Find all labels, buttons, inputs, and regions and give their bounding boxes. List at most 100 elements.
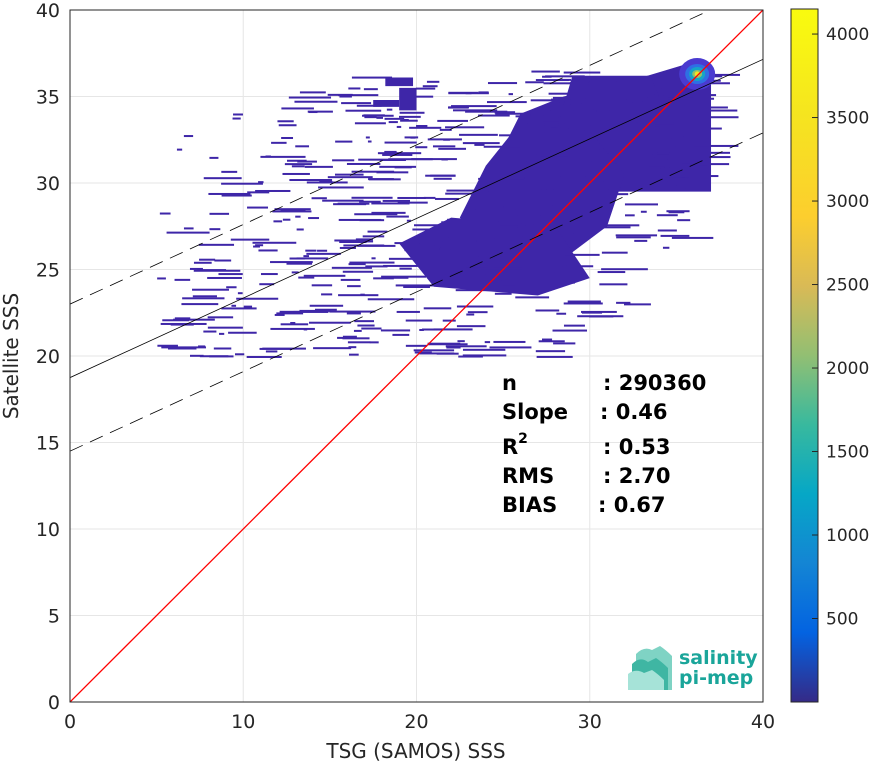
density-streak bbox=[676, 183, 694, 186]
density-streak bbox=[209, 212, 230, 215]
density-streak bbox=[348, 263, 366, 266]
density-streak bbox=[207, 276, 242, 279]
density-streak bbox=[605, 224, 640, 227]
y-tick-label: 0 bbox=[48, 692, 60, 714]
density-streak bbox=[342, 335, 357, 338]
density-streak bbox=[207, 326, 243, 329]
density-streak bbox=[572, 93, 599, 96]
density-streak bbox=[512, 151, 550, 154]
density-streak bbox=[657, 229, 677, 232]
density-streak bbox=[668, 97, 715, 100]
density-streak bbox=[183, 135, 194, 138]
density-streak bbox=[478, 177, 524, 180]
density-streak bbox=[698, 116, 739, 119]
density-streak bbox=[634, 239, 648, 242]
density-streak bbox=[409, 126, 442, 129]
density-streak bbox=[384, 141, 417, 144]
density-streak bbox=[530, 99, 571, 102]
density-streak bbox=[364, 116, 377, 119]
density-streak bbox=[341, 102, 372, 105]
density-streak bbox=[637, 122, 674, 125]
wave-icon bbox=[628, 646, 672, 690]
density-streak bbox=[650, 105, 685, 108]
density-streak bbox=[228, 331, 257, 334]
density-streak bbox=[476, 280, 502, 283]
stat-label-n: n bbox=[502, 371, 517, 395]
density-streak bbox=[296, 228, 304, 231]
density-streak bbox=[439, 128, 452, 131]
density-streak bbox=[534, 144, 576, 147]
density-streak bbox=[381, 275, 426, 278]
density-streak bbox=[367, 298, 415, 301]
density-streak bbox=[354, 122, 386, 125]
density-streak bbox=[488, 283, 515, 286]
density-streak bbox=[430, 174, 456, 177]
density-streak bbox=[432, 145, 456, 148]
colorbar-tick-label: 3500 bbox=[826, 109, 869, 129]
density-streak bbox=[589, 315, 614, 318]
density-streak bbox=[556, 312, 567, 315]
density-streak bbox=[654, 157, 660, 160]
density-streak bbox=[451, 105, 497, 108]
density-streak bbox=[427, 138, 462, 141]
density-streak bbox=[388, 257, 436, 260]
density-streak bbox=[243, 305, 253, 308]
density-streak bbox=[221, 194, 252, 197]
density-streak bbox=[552, 203, 580, 206]
stat-label-bias: BIAS bbox=[502, 493, 557, 517]
density-streak bbox=[446, 346, 461, 349]
regression-plus-line bbox=[70, 10, 712, 305]
density-streak bbox=[524, 176, 537, 179]
density-streak bbox=[209, 355, 234, 358]
density-streak bbox=[503, 206, 529, 209]
density-streak bbox=[322, 199, 364, 202]
density-streak bbox=[376, 171, 409, 174]
density-streak bbox=[441, 158, 448, 161]
density-streak bbox=[550, 108, 574, 111]
density-streak bbox=[219, 332, 225, 335]
density-streak bbox=[167, 347, 197, 350]
density-streak bbox=[189, 267, 203, 270]
density-streak bbox=[628, 156, 641, 159]
density-streak bbox=[599, 283, 628, 286]
density-streak bbox=[438, 147, 467, 150]
density-streak bbox=[681, 175, 719, 178]
density-streak bbox=[509, 234, 523, 237]
density-streak bbox=[394, 166, 412, 169]
density-streak bbox=[694, 109, 738, 112]
density-streak bbox=[664, 165, 708, 168]
y-tick-label: 35 bbox=[36, 87, 60, 109]
density-streak bbox=[484, 341, 491, 344]
density-streak bbox=[608, 187, 641, 190]
density-streak bbox=[581, 311, 603, 314]
density-streak bbox=[416, 125, 428, 128]
density-streak bbox=[293, 310, 329, 313]
y-axis-title: Satellite SSS bbox=[0, 293, 23, 419]
density-streak bbox=[548, 231, 574, 234]
density-streak bbox=[395, 284, 435, 287]
density-streak bbox=[340, 278, 361, 281]
density-streak bbox=[657, 152, 670, 155]
density-streak bbox=[422, 328, 444, 331]
density-streak bbox=[580, 211, 585, 214]
density-streak bbox=[411, 158, 457, 161]
stat-label-r2: R2 bbox=[502, 431, 528, 459]
density-streak bbox=[478, 91, 489, 94]
density-streak bbox=[509, 270, 526, 273]
density-streak bbox=[567, 300, 601, 303]
density-streak bbox=[260, 155, 306, 158]
density-streak bbox=[159, 212, 171, 215]
plot-frame bbox=[69, 9, 764, 703]
density-streak bbox=[307, 110, 333, 113]
density-streak bbox=[265, 350, 278, 353]
density-streak bbox=[351, 196, 393, 199]
y-tick-label: 40 bbox=[36, 0, 60, 22]
density-streak bbox=[527, 121, 559, 124]
density-streak bbox=[480, 267, 524, 270]
density-streak bbox=[362, 114, 394, 117]
density-streak bbox=[351, 76, 393, 79]
density-streak bbox=[458, 355, 483, 358]
density-streak bbox=[314, 308, 337, 311]
density-streak bbox=[558, 116, 581, 119]
